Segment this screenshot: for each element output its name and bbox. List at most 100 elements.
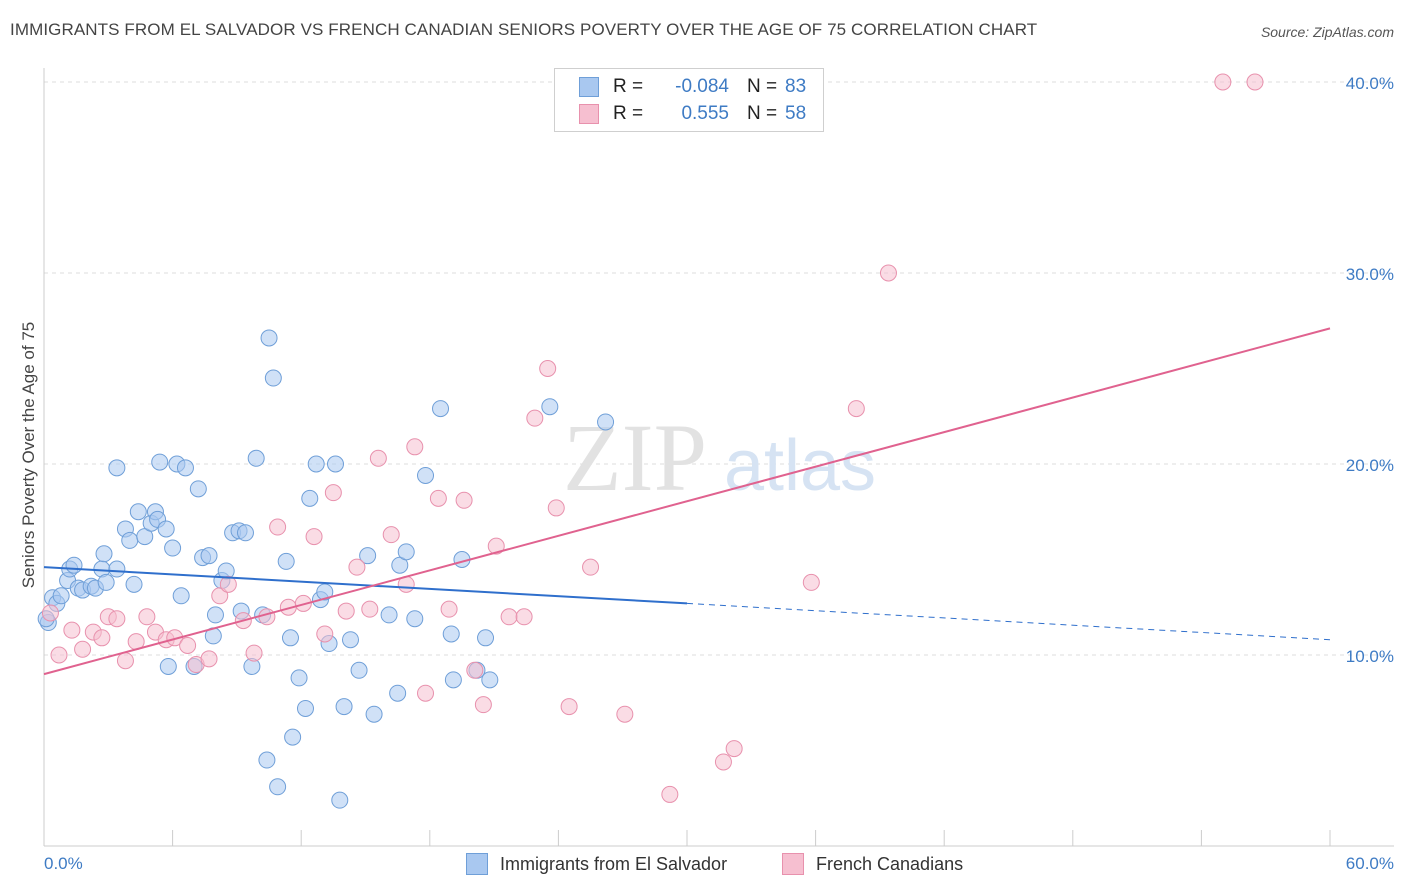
data-point bbox=[108, 610, 126, 628]
data-point bbox=[389, 684, 407, 702]
data-point bbox=[281, 629, 299, 647]
data-point bbox=[429, 489, 447, 507]
bottom-legend-swatch-pink bbox=[782, 853, 804, 875]
data-point bbox=[616, 705, 634, 723]
chart-title: IMMIGRANTS FROM EL SALVADOR VS FRENCH CA… bbox=[10, 20, 1038, 39]
data-point bbox=[725, 740, 743, 758]
data-point bbox=[466, 661, 484, 679]
data-point bbox=[116, 652, 134, 670]
legend-r-value: 0.555 bbox=[681, 103, 729, 124]
series-immigrants-el-salvador bbox=[37, 329, 615, 809]
data-point bbox=[258, 751, 276, 769]
data-point bbox=[879, 264, 897, 282]
legend-swatch-blue bbox=[579, 77, 599, 97]
legend-n-value: 58 bbox=[785, 103, 807, 124]
legend-n-value: 83 bbox=[785, 76, 807, 97]
data-point bbox=[138, 608, 156, 626]
data-point bbox=[108, 459, 126, 477]
y-tick-label: 40.0% bbox=[1346, 74, 1394, 93]
data-point bbox=[661, 785, 679, 803]
data-point bbox=[487, 537, 505, 555]
legend-r-label: R = bbox=[613, 76, 644, 97]
data-point bbox=[93, 629, 111, 647]
data-point bbox=[236, 524, 254, 542]
legend-r-value: -0.084 bbox=[675, 76, 729, 97]
data-point bbox=[258, 608, 276, 626]
data-point bbox=[63, 621, 81, 639]
legend-row-blue: R = -0.084 N = 83 bbox=[579, 74, 806, 100]
data-point bbox=[326, 455, 344, 473]
data-point bbox=[159, 657, 177, 675]
bottom-legend-swatch-blue bbox=[466, 853, 488, 875]
data-point bbox=[219, 575, 237, 593]
data-point bbox=[474, 696, 492, 714]
data-point bbox=[125, 575, 143, 593]
axes bbox=[43, 68, 1394, 847]
data-point bbox=[382, 526, 400, 544]
legend-swatch-pink bbox=[579, 104, 599, 124]
data-point bbox=[108, 560, 126, 578]
data-point bbox=[582, 558, 600, 576]
data-point bbox=[151, 453, 169, 471]
legend-n-label: N = bbox=[747, 76, 778, 97]
data-point bbox=[316, 625, 334, 643]
data-point bbox=[284, 728, 302, 746]
data-point bbox=[1246, 73, 1264, 91]
data-point bbox=[172, 587, 190, 605]
data-point bbox=[481, 671, 499, 689]
data-point bbox=[41, 604, 59, 622]
data-point bbox=[200, 650, 218, 668]
data-point bbox=[397, 543, 415, 561]
series-french-canadians bbox=[41, 73, 1264, 803]
y-tick-label: 30.0% bbox=[1346, 265, 1394, 284]
legend-row-pink: R = 0.555 N = 58 bbox=[579, 101, 806, 127]
legend-r-label: R = bbox=[613, 103, 644, 124]
data-point bbox=[247, 449, 265, 467]
trend-lines bbox=[43, 327, 1331, 676]
data-point bbox=[526, 409, 544, 427]
data-point bbox=[380, 606, 398, 624]
data-point bbox=[277, 552, 295, 570]
data-point bbox=[331, 791, 349, 809]
data-point bbox=[121, 531, 139, 549]
data-point bbox=[269, 778, 287, 796]
data-point bbox=[455, 491, 473, 509]
data-point bbox=[359, 547, 377, 565]
correlation-legend: R = -0.084 N = 83 R = 0.555 N = 58 bbox=[554, 68, 824, 132]
data-point bbox=[515, 608, 533, 626]
data-point bbox=[847, 400, 865, 418]
watermark: ZIP atlas bbox=[563, 404, 876, 511]
y-tick-label: 10.0% bbox=[1346, 647, 1394, 666]
bottom-legend-label-pink: French Canadians bbox=[816, 853, 964, 874]
data-point bbox=[365, 705, 383, 723]
data-point bbox=[442, 625, 460, 643]
data-point bbox=[802, 573, 820, 591]
data-point bbox=[206, 606, 224, 624]
bottom-legend-blue: Immigrants from El Salvador bbox=[466, 852, 727, 876]
data-point bbox=[157, 520, 175, 538]
data-point bbox=[1214, 73, 1232, 91]
data-point bbox=[52, 587, 70, 605]
data-point bbox=[432, 400, 450, 418]
bottom-legend-label-blue: Immigrants from El Salvador bbox=[500, 853, 728, 874]
data-point bbox=[179, 636, 197, 654]
data-point bbox=[95, 545, 113, 563]
data-point bbox=[337, 602, 355, 620]
data-point bbox=[189, 480, 207, 498]
data-point bbox=[65, 556, 83, 574]
y-tick-labels: 10.0% 20.0% 30.0% 40.0% bbox=[1346, 74, 1394, 666]
data-point bbox=[260, 329, 278, 347]
data-point bbox=[361, 600, 379, 618]
trend-line-pink bbox=[43, 327, 1331, 676]
x-tick-label-min: 0.0% bbox=[44, 854, 83, 873]
source-label: Source: ZipAtlas.com bbox=[1260, 24, 1394, 40]
data-point bbox=[541, 398, 559, 416]
data-point bbox=[406, 610, 424, 628]
data-point bbox=[417, 684, 435, 702]
watermark-atlas: atlas bbox=[724, 426, 876, 506]
data-point bbox=[539, 360, 557, 377]
data-point bbox=[348, 558, 366, 576]
bottom-legend-pink: French Canadians bbox=[782, 852, 963, 876]
data-point bbox=[597, 413, 615, 431]
